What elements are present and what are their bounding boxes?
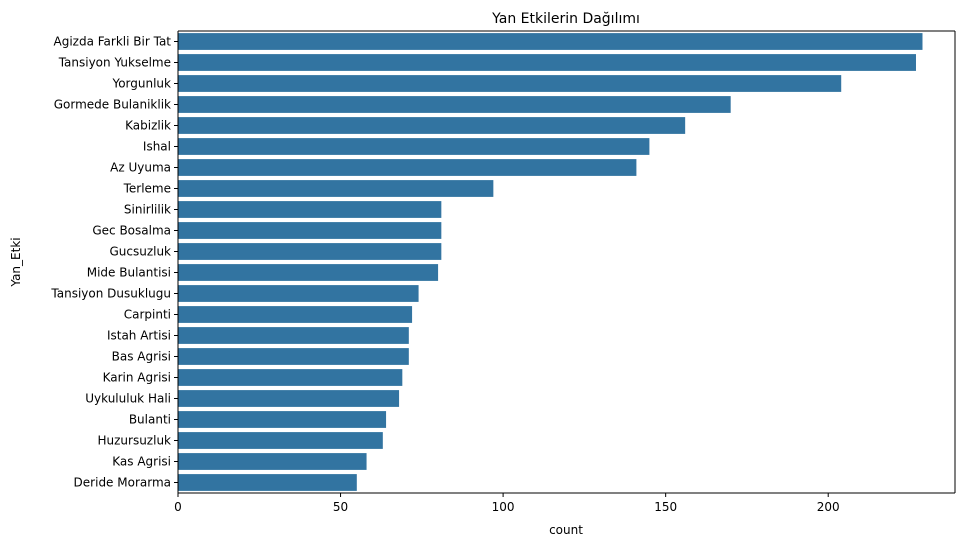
bar [178,222,442,239]
bar [178,411,387,428]
y-tick-label: Terleme [123,182,171,196]
y-tick-label: Istah Artisi [107,329,171,343]
y-tick-label: Gucsuzluk [109,245,171,259]
axes-frame [177,30,956,494]
y-tick-label: Kas Agrisi [112,455,171,469]
y-tick-label: Agizda Farkli Bir Tat [54,35,172,49]
bar [178,54,916,71]
y-tick-label: Yorgunluk [111,77,171,91]
y-tick-label: Tansiyon Yukselme [58,56,171,70]
bar [178,285,419,302]
x-axis-label: count [549,523,583,537]
bar [178,348,409,365]
bar [178,474,357,491]
chart-title: Yan Etkilerin Dağılımı [491,11,640,27]
y-tick-label: Bas Agrisi [112,350,171,364]
bar [178,117,686,134]
bar [178,96,731,113]
y-tick-layer: Agizda Farkli Bir Tat Tansiyon Yukselme Yo… [50,35,178,490]
x-tick-label: 0 [174,500,182,514]
bar [178,369,403,386]
bar [178,33,923,50]
y-tick-label: Huzursuzluk [97,434,171,448]
x-tick-label: 200 [817,500,840,514]
y-tick-label: Mide Bulantisi [87,266,171,280]
y-axis-label: Yan_Etki [9,237,23,287]
bar [178,306,413,323]
y-tick-label: Uykululuk Hali [85,392,171,406]
y-tick-label: Ishal [143,140,171,154]
bar [178,180,494,197]
x-tick-layer: 0 50 100 150 200 [174,493,840,514]
y-tick-label: Az Uyuma [110,161,171,175]
bar [178,327,409,344]
bar [178,453,367,470]
y-tick-label: Karin Agrisi [103,371,171,385]
bar [178,390,400,407]
y-tick-label: Bulanti [129,413,171,427]
bar [178,75,842,92]
y-tick-label: Sinirlilik [124,203,171,217]
y-tick-label: Deride Morarma [74,476,171,490]
bar [178,138,650,155]
y-tick-label: Gec Bosalma [92,224,171,238]
y-tick-label: Tansiyon Dusuklugu [50,287,171,301]
y-tick-label: Kabizlik [125,119,171,133]
x-tick-label: 50 [333,500,348,514]
x-tick-label: 100 [492,500,515,514]
bar [178,159,637,176]
bars-layer [178,33,923,491]
bar [178,264,439,281]
bar [178,432,383,449]
x-tick-label: 150 [654,500,677,514]
bar [178,201,442,218]
y-tick-label: Carpinti [124,308,171,322]
y-tick-label: Gormede Bulaniklik [54,98,171,112]
bar [178,243,442,260]
